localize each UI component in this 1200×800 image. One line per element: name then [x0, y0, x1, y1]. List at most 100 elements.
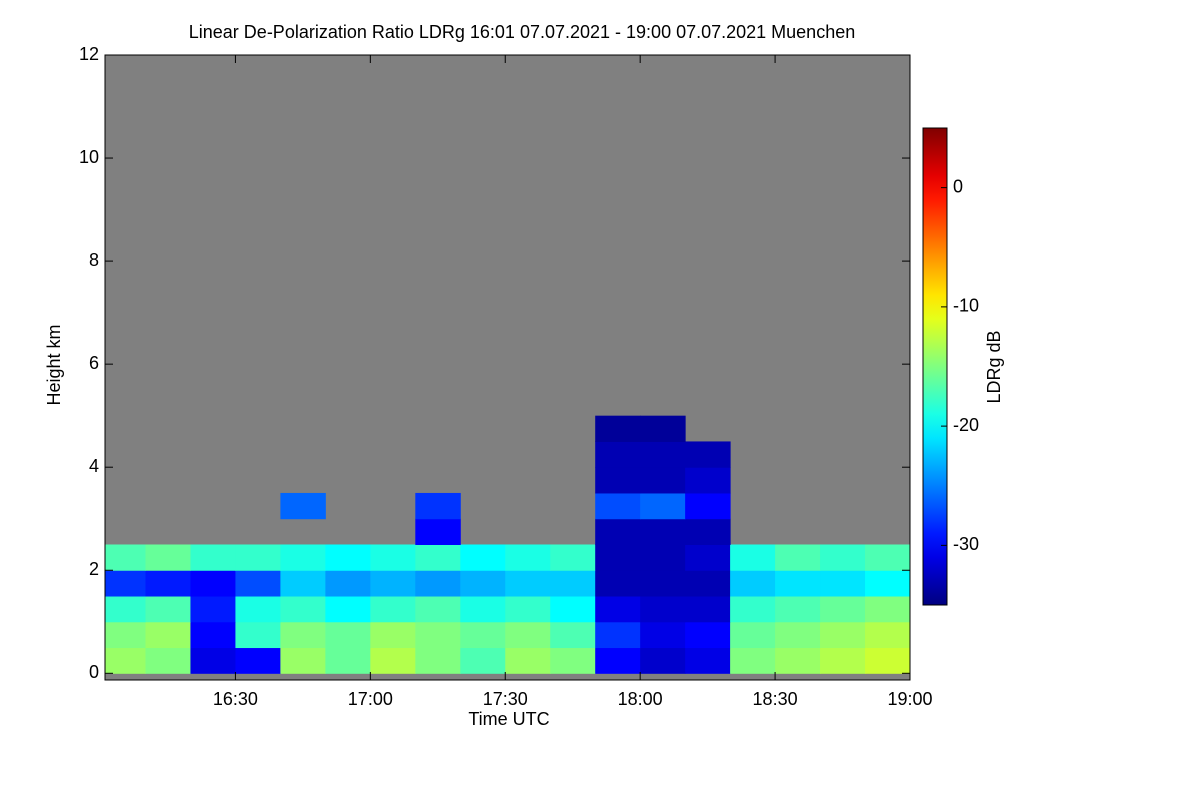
- heat-cell: [415, 544, 461, 571]
- x-tick-label: 17:30: [483, 689, 528, 709]
- heat-cell: [685, 570, 731, 597]
- heat-cell: [865, 647, 911, 674]
- heat-cell: [730, 647, 776, 674]
- heat-cell: [460, 544, 506, 571]
- heat-cell: [640, 441, 686, 468]
- heat-cell: [325, 647, 371, 674]
- heat-cell: [460, 647, 506, 674]
- y-axis-label: Height km: [44, 324, 64, 405]
- heat-cell: [415, 621, 461, 649]
- heat-cell: [280, 570, 326, 597]
- heat-cell: [235, 647, 281, 674]
- x-tick-label: 18:00: [618, 689, 663, 709]
- colorbar-tick-label: -10: [953, 296, 979, 316]
- heat-cell: [820, 596, 866, 623]
- heat-cell: [105, 544, 146, 571]
- heat-cell: [235, 570, 281, 597]
- y-tick-label: 10: [79, 147, 99, 167]
- heat-cell: [595, 415, 641, 442]
- colorbar-label: LDRg dB: [984, 330, 1004, 403]
- heat-cell: [820, 544, 866, 571]
- y-tick-label: 12: [79, 44, 99, 64]
- heat-cell: [640, 647, 686, 674]
- y-tick-label: 8: [89, 250, 99, 270]
- heat-cell: [685, 621, 731, 649]
- heat-cell: [640, 621, 686, 649]
- heat-cell: [775, 647, 821, 674]
- colorbar: [922, 127, 948, 606]
- heat-cell: [370, 544, 416, 571]
- heat-cell: [105, 596, 146, 623]
- colorbar-tick-label: 0: [953, 176, 963, 196]
- heat-cell: [415, 518, 461, 545]
- x-tick-label: 18:30: [753, 689, 798, 709]
- heat-cell: [280, 596, 326, 623]
- heat-cell: [730, 570, 776, 597]
- heat-cell: [865, 544, 911, 571]
- heat-cell: [190, 621, 236, 649]
- y-tick-label: 2: [89, 559, 99, 579]
- heat-cell: [145, 570, 191, 597]
- heat-cell: [325, 621, 371, 649]
- heat-cell: [640, 544, 686, 571]
- heat-cell: [595, 467, 641, 494]
- heat-cell: [595, 544, 641, 571]
- heat-cell: [370, 647, 416, 674]
- heat-cell: [235, 621, 281, 649]
- heat-cell: [730, 596, 776, 623]
- heat-cell: [325, 570, 371, 597]
- heat-cell: [145, 621, 191, 649]
- heat-cell: [775, 596, 821, 623]
- heat-cell: [370, 596, 416, 623]
- heat-cell: [820, 570, 866, 597]
- heat-cell: [415, 570, 461, 597]
- heat-cell: [730, 544, 776, 571]
- heat-cell: [190, 544, 236, 571]
- heat-cell: [145, 544, 191, 571]
- heat-cell: [280, 621, 326, 649]
- heat-cell: [640, 415, 686, 442]
- heat-cell: [640, 492, 686, 520]
- heat-cell: [460, 596, 506, 623]
- heat-cell: [550, 647, 596, 674]
- heat-cell: [685, 467, 731, 494]
- heat-cell: [685, 518, 731, 545]
- heat-cell: [105, 570, 146, 597]
- heat-cell: [190, 570, 236, 597]
- heat-cell: [685, 596, 731, 623]
- x-tick-label: 16:30: [213, 689, 258, 709]
- heat-cell: [775, 544, 821, 571]
- heat-cell: [415, 647, 461, 674]
- heat-cell: [505, 544, 551, 571]
- heat-cell: [105, 621, 146, 649]
- heat-cell: [595, 621, 641, 649]
- heat-cell: [595, 570, 641, 597]
- heat-cell: [640, 596, 686, 623]
- heat-cell: [460, 570, 506, 597]
- heat-cell: [595, 441, 641, 468]
- heat-cell: [415, 492, 461, 520]
- y-tick-label: 4: [89, 456, 99, 476]
- x-tick-label: 17:00: [348, 689, 393, 709]
- heat-cell: [550, 570, 596, 597]
- heat-cell: [775, 621, 821, 649]
- heat-cell: [415, 596, 461, 623]
- heat-cell: [595, 647, 641, 674]
- y-tick-label: 6: [89, 353, 99, 373]
- colorbar-tick-label: -30: [953, 534, 979, 554]
- heat-cell: [505, 596, 551, 623]
- heat-cell: [145, 596, 191, 623]
- colorbar-tick-label: -20: [953, 415, 979, 435]
- heat-cell: [280, 647, 326, 674]
- heat-cell: [595, 492, 641, 520]
- heat-cell: [685, 647, 731, 674]
- heat-cell: [105, 647, 146, 674]
- heat-cell: [640, 518, 686, 545]
- heat-cell: [550, 544, 596, 571]
- heat-cell: [190, 596, 236, 623]
- heat-cell: [145, 647, 191, 674]
- x-axis-label: Time UTC: [468, 709, 549, 729]
- heat-cell: [325, 544, 371, 571]
- heat-cell: [505, 621, 551, 649]
